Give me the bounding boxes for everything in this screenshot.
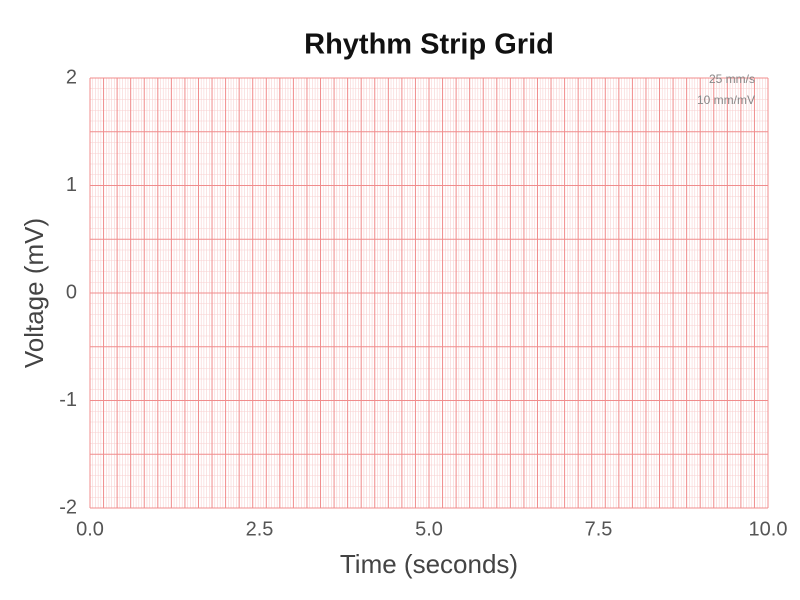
x-tick-label: 2.5 [246, 518, 274, 540]
y-tick-label: 1 [66, 174, 77, 196]
x-tick-label: 0.0 [76, 518, 104, 540]
x-tick-label: 5.0 [415, 518, 443, 540]
x-axis-label: Time (seconds) [340, 549, 518, 579]
major-grid [89, 77, 769, 509]
labels: 0.0 2.5 5.0 7.5 10.0 -2 -1 0 1 2 25 mm/s 10 mm/mV [59, 66, 787, 540]
y-tick-label: -2 [59, 496, 77, 518]
annotation: 10 mm/mV [697, 93, 755, 107]
annotation: 25 mm/s [709, 72, 755, 86]
y-tick-label: -1 [59, 389, 77, 411]
y-axis-label: Voltage (mV) [19, 218, 49, 368]
y-tick-label: 2 [66, 66, 77, 88]
x-tick-label: 10.0 [749, 518, 788, 540]
x-tick-label: 7.5 [585, 518, 613, 540]
chart-title: Rhythm Strip Grid [304, 29, 554, 61]
y-tick-label: 0 [66, 281, 77, 303]
